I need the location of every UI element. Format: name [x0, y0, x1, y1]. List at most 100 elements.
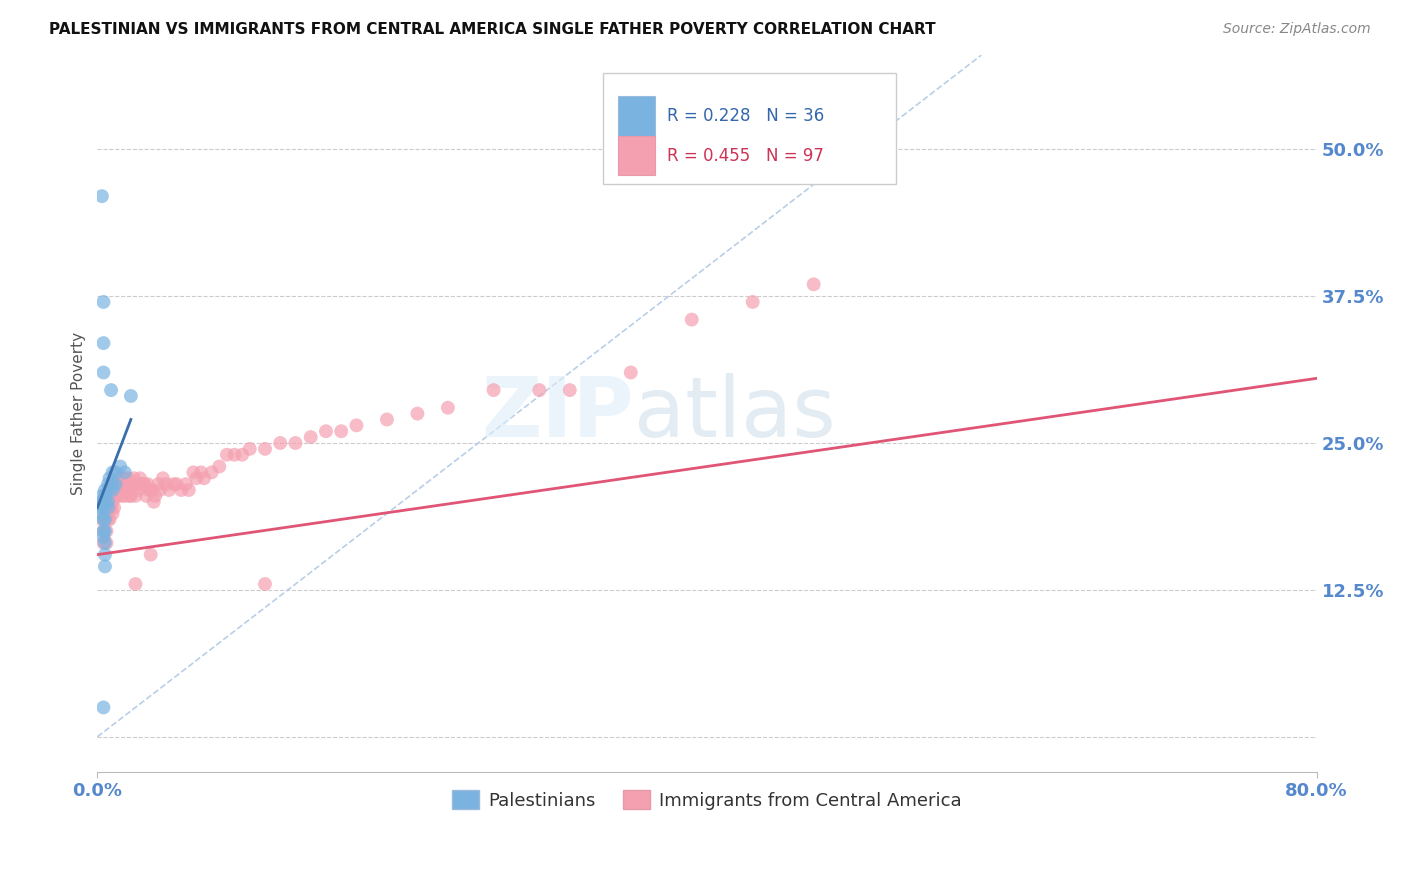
Point	[120, 477, 142, 491]
Point	[125, 477, 148, 491]
Point	[284, 436, 307, 450]
Point	[482, 383, 505, 397]
Point	[93, 700, 115, 714]
Text: ZIP: ZIP	[481, 373, 634, 454]
Point	[94, 512, 117, 526]
Point	[93, 512, 115, 526]
Point	[94, 512, 117, 526]
Point	[98, 512, 121, 526]
Point	[93, 295, 115, 310]
Point	[620, 366, 643, 380]
Point	[139, 483, 162, 497]
Point	[104, 477, 127, 491]
Point	[93, 524, 115, 538]
Point	[558, 383, 581, 397]
Point	[143, 489, 166, 503]
Point	[98, 500, 121, 515]
Point	[94, 548, 117, 562]
Point	[124, 489, 146, 503]
FancyBboxPatch shape	[603, 73, 896, 184]
Point	[208, 459, 231, 474]
Point	[215, 448, 238, 462]
Point	[94, 500, 117, 515]
Point	[96, 524, 118, 538]
Point	[101, 483, 124, 497]
Point	[94, 489, 117, 503]
Point	[100, 500, 122, 515]
Point	[124, 577, 146, 591]
Point	[107, 471, 129, 485]
Point	[239, 442, 262, 456]
Point	[94, 483, 117, 497]
Point	[94, 559, 117, 574]
Point	[129, 471, 152, 485]
Point	[115, 471, 138, 485]
Point	[103, 489, 125, 503]
Point	[741, 295, 763, 310]
Point	[93, 500, 115, 515]
Point	[93, 366, 115, 380]
Point	[193, 471, 215, 485]
Point	[330, 424, 353, 438]
Point	[97, 500, 120, 515]
Point	[152, 471, 174, 485]
Point	[114, 466, 136, 480]
Legend: Palestinians, Immigrants from Central America: Palestinians, Immigrants from Central Am…	[446, 783, 969, 817]
Text: R = 0.455   N = 97: R = 0.455 N = 97	[666, 146, 824, 164]
Point	[93, 530, 115, 544]
Point	[107, 483, 129, 497]
Point	[135, 489, 157, 503]
Point	[90, 495, 112, 509]
Point	[103, 500, 125, 515]
Point	[121, 483, 143, 497]
Point	[375, 412, 398, 426]
Point	[124, 477, 146, 491]
Point	[90, 507, 112, 521]
Point	[93, 336, 115, 351]
Point	[100, 489, 122, 503]
Point	[128, 483, 150, 497]
Point	[114, 489, 136, 503]
Point	[94, 524, 117, 538]
Point	[138, 483, 160, 497]
Text: atlas: atlas	[634, 373, 835, 454]
Point	[139, 548, 162, 562]
Point	[111, 489, 134, 503]
Point	[803, 277, 825, 292]
Point	[346, 418, 368, 433]
Point	[112, 471, 135, 485]
Point	[162, 477, 184, 491]
Point	[104, 466, 127, 480]
Point	[105, 489, 128, 503]
Point	[437, 401, 460, 415]
Point	[122, 471, 145, 485]
Point	[97, 500, 120, 515]
Y-axis label: Single Father Poverty: Single Father Poverty	[72, 332, 86, 495]
Point	[105, 477, 128, 491]
Point	[101, 477, 124, 491]
Point	[157, 483, 180, 497]
Point	[101, 495, 124, 509]
Point	[269, 436, 291, 450]
Point	[170, 483, 193, 497]
Point	[117, 483, 139, 497]
Point	[104, 489, 127, 503]
Point	[190, 466, 212, 480]
Point	[108, 471, 131, 485]
Point	[183, 466, 205, 480]
Point	[253, 577, 276, 591]
Point	[136, 477, 159, 491]
Point	[115, 483, 138, 497]
Point	[94, 495, 117, 509]
Point	[108, 483, 131, 497]
Point	[93, 524, 115, 538]
Point	[155, 477, 177, 491]
Point	[529, 383, 551, 397]
Point	[120, 389, 142, 403]
Point	[90, 189, 112, 203]
Point	[166, 477, 188, 491]
FancyBboxPatch shape	[619, 136, 655, 175]
Point	[101, 507, 124, 521]
Text: PALESTINIAN VS IMMIGRANTS FROM CENTRAL AMERICA SINGLE FATHER POVERTY CORRELATION: PALESTINIAN VS IMMIGRANTS FROM CENTRAL A…	[49, 22, 936, 37]
Point	[101, 466, 124, 480]
